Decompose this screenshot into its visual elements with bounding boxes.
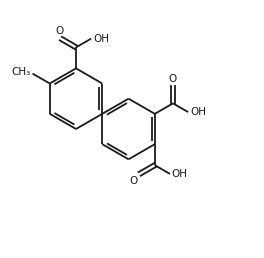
Text: CH₃: CH₃	[11, 67, 31, 77]
Text: OH: OH	[93, 34, 109, 44]
Text: O: O	[169, 74, 177, 84]
Text: O: O	[129, 176, 137, 186]
Text: O: O	[55, 26, 64, 36]
Text: OH: OH	[172, 169, 188, 179]
Text: OH: OH	[190, 107, 206, 117]
